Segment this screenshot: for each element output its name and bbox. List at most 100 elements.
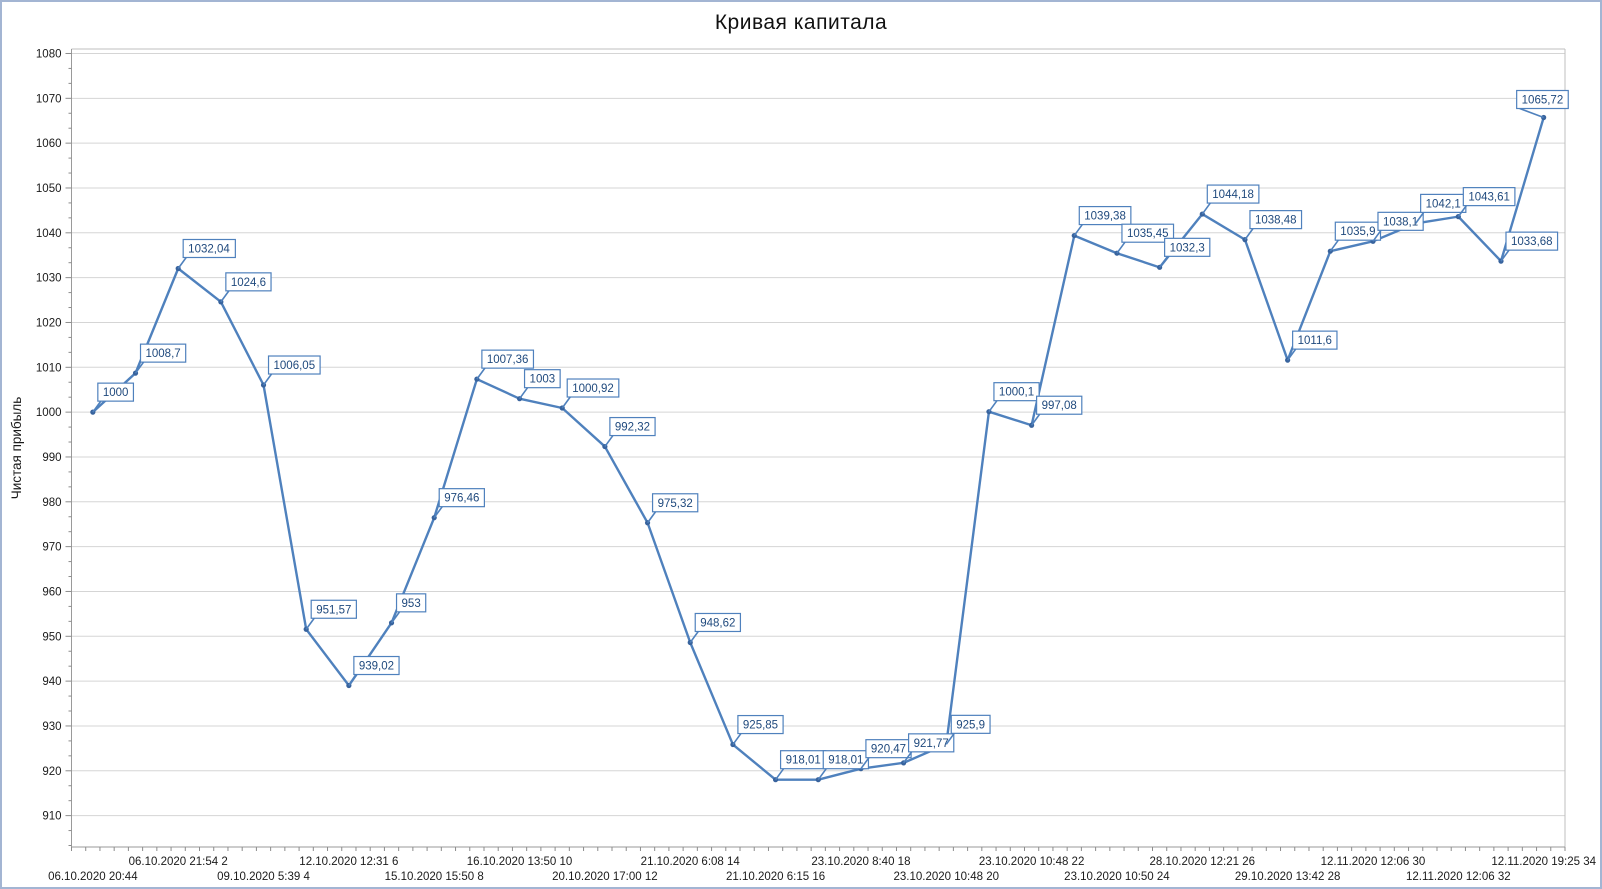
data-label-box — [523, 369, 561, 389]
y-axis-tick-label: 1070 — [36, 93, 62, 105]
data-label-text: 1035,45 — [1127, 228, 1169, 240]
data-label-leader — [518, 387, 529, 400]
y-axis-tick-label: 1060 — [36, 138, 62, 150]
data-label-text: 918,01 — [828, 755, 863, 767]
data-label-leader — [1116, 241, 1126, 254]
data-label-text: 1000,1 — [999, 387, 1034, 399]
data-label-box — [353, 655, 400, 676]
data-label-text: 976,46 — [444, 493, 479, 505]
data-label-leader — [732, 733, 742, 746]
data-label-leader — [1201, 202, 1211, 215]
y-axis-tick-label: 1030 — [36, 273, 62, 285]
x-axis-label-row1: 12.11.2020 19:25 34 — [1491, 856, 1596, 868]
data-label-text: 1032,04 — [188, 243, 230, 255]
data-label-box — [1377, 211, 1424, 231]
y-axis-tick-label: 1040 — [36, 228, 62, 240]
y-axis-tick-label: 1000 — [36, 407, 62, 419]
data-label-leader — [1073, 224, 1083, 237]
data-label-leader — [1519, 107, 1544, 119]
data-label-box — [1516, 89, 1569, 110]
x-axis-label-row1: 16.10.2020 13:50 10 — [467, 856, 573, 868]
y-axis-tick-label: 910 — [42, 811, 61, 823]
y-axis-tick-label: 990 — [42, 452, 61, 464]
data-label-text: 1006,05 — [274, 360, 316, 372]
x-axis-label-row2: 23.10.2020 10:48 20 — [893, 871, 999, 883]
data-label-box — [609, 416, 656, 437]
y-axis-tick-label: 1020 — [36, 317, 62, 329]
data-label-text: 992,32 — [615, 422, 650, 434]
x-axis-label-row2: 29.10.2020 13:42 28 — [1235, 871, 1341, 883]
data-label-box — [225, 272, 272, 292]
data-label-text: 948,62 — [700, 617, 735, 629]
data-label-text: 1065,72 — [1522, 95, 1564, 107]
data-label-leader — [92, 400, 102, 413]
x-axis-label-row2: 20.10.2020 17:00 12 — [552, 871, 658, 883]
y-axis-title: Чистая прибыль — [9, 397, 24, 500]
data-label-text: 1003 — [530, 374, 556, 386]
data-label-leader — [988, 400, 998, 413]
data-label-text: 918,01 — [786, 755, 821, 767]
data-label-leader — [476, 367, 486, 380]
data-label-box — [651, 493, 699, 513]
data-label-box — [1292, 330, 1338, 350]
data-label-text: 1011,6 — [1298, 335, 1332, 347]
data-label-leader — [1329, 239, 1339, 252]
data-label-box — [267, 355, 321, 375]
x-axis-label-row1: 23.10.2020 10:48 22 — [979, 856, 1085, 868]
x-axis-label-row1: 06.10.2020 21:54 2 — [129, 856, 228, 868]
data-label-box — [993, 382, 1040, 402]
data-label-box — [97, 382, 135, 402]
data-label-text: 1044,18 — [1212, 189, 1254, 201]
data-label-leader — [774, 768, 785, 781]
data-label-text: 1038,48 — [1255, 215, 1297, 227]
data-label-box — [694, 612, 742, 633]
data-label-text: 939,02 — [359, 661, 394, 673]
data-label-text: 920,47 — [871, 744, 906, 756]
data-label-text: 1008,7 — [146, 348, 181, 360]
data-label-text: 1043,61 — [1468, 192, 1510, 204]
y-axis-tick-label: 980 — [42, 497, 61, 509]
data-label-text: 925,85 — [743, 720, 778, 732]
x-axis-label-row1: 28.10.2020 12:21 26 — [1150, 856, 1256, 868]
data-label-box — [737, 714, 784, 735]
data-label-text: 921,77 — [914, 738, 949, 750]
x-axis-label-row2: 23.10.2020 10:50 24 — [1064, 871, 1170, 883]
data-label-leader — [689, 631, 699, 643]
data-label-leader — [262, 373, 273, 386]
data-label-text: 925,9 — [956, 719, 985, 731]
data-label-text: 1042,1 — [1426, 198, 1461, 210]
data-label-box — [822, 750, 870, 770]
x-axis-label-row1: 12.11.2020 12:06 30 — [1321, 856, 1426, 868]
data-label-leader — [1158, 255, 1169, 268]
x-axis-label-row2: 12.11.2020 12:06 32 — [1406, 871, 1511, 883]
data-label-leader — [348, 674, 358, 686]
y-axis-tick-label: 1080 — [36, 48, 62, 60]
data-label-leader — [433, 506, 443, 519]
data-label-box — [1078, 205, 1132, 226]
data-label-leader — [1500, 249, 1510, 262]
data-label-leader — [390, 611, 401, 624]
data-label-text: 1038,1 — [1383, 216, 1418, 228]
data-label-box — [1206, 184, 1260, 204]
data-label-box — [950, 714, 991, 734]
y-axis-tick-label: 970 — [42, 542, 61, 554]
data-label-leader — [902, 751, 913, 764]
x-axis-label-row2: 15.10.2020 15:50 8 — [385, 871, 484, 883]
y-axis-tick-label: 1010 — [36, 362, 62, 374]
data-label-leader — [561, 396, 571, 409]
data-label-box — [1164, 237, 1211, 257]
x-axis-label-row2: 21.10.2020 6:15 16 — [726, 871, 825, 883]
data-label-text: 1039,38 — [1084, 211, 1126, 223]
data-label-box — [182, 238, 236, 259]
data-label-box — [481, 349, 535, 369]
data-label-box — [1249, 210, 1303, 230]
y-axis-tick-label: 950 — [42, 631, 61, 643]
data-label-box — [1036, 395, 1083, 415]
data-label-box — [1462, 187, 1516, 207]
data-label-box — [438, 488, 485, 508]
data-label-text: 975,32 — [658, 498, 693, 510]
x-axis-label-row1: 23.10.2020 8:40 18 — [811, 856, 910, 868]
data-label-box — [395, 593, 427, 613]
y-axis-tick-label: 1050 — [36, 183, 62, 195]
data-label-leader — [1286, 348, 1297, 361]
